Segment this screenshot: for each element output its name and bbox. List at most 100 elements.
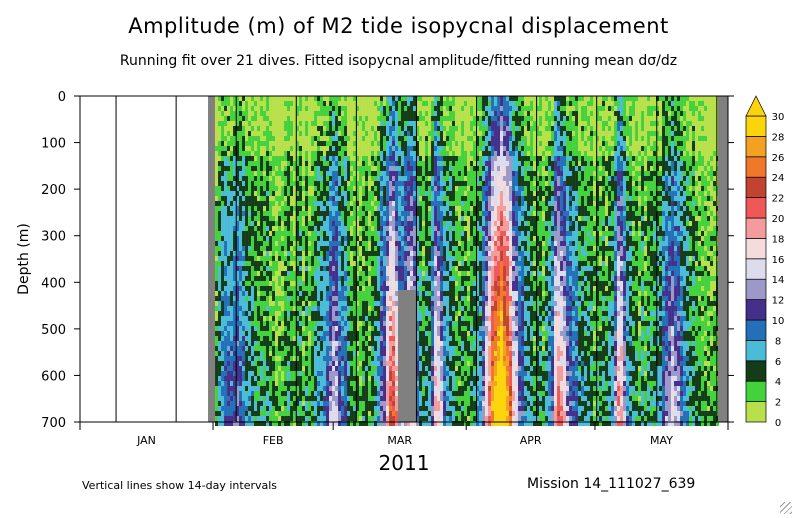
heatmap-cell <box>386 191 390 196</box>
heatmap-cell <box>272 186 276 191</box>
heatmap-cell <box>224 136 228 141</box>
heatmap-cell <box>368 296 372 301</box>
heatmap-cell <box>266 401 270 406</box>
heatmap-cell <box>305 421 309 426</box>
heatmap-cell <box>368 101 372 106</box>
heatmap-cell <box>314 306 318 311</box>
heatmap-cell <box>281 341 285 346</box>
heatmap-cell <box>377 331 381 336</box>
heatmap-cell <box>317 266 321 271</box>
heatmap-cell <box>440 101 444 106</box>
heatmap-cell <box>236 136 240 141</box>
heatmap-cell <box>317 186 321 191</box>
heatmap-cell <box>287 176 291 181</box>
heatmap-cell <box>293 371 297 376</box>
heatmap-cell <box>386 141 390 146</box>
heatmap-cell <box>236 406 240 411</box>
heatmap-cell <box>413 236 417 241</box>
heatmap-cell <box>371 101 375 106</box>
heatmap-cell <box>266 421 270 426</box>
heatmap-cell <box>341 276 345 281</box>
heatmap-cell <box>431 186 435 191</box>
heatmap-cell <box>416 156 420 161</box>
heatmap-cell <box>338 401 342 406</box>
heatmap-cell <box>299 176 303 181</box>
heatmap-cell <box>362 116 366 121</box>
heatmap-cell <box>428 176 432 181</box>
heatmap-cell <box>302 216 306 221</box>
heatmap-cell <box>335 401 339 406</box>
heatmap-cell <box>401 216 405 221</box>
heatmap-cell <box>278 236 282 241</box>
heatmap-cell <box>338 271 342 276</box>
heatmap-cell <box>263 256 267 261</box>
heatmap-cell <box>278 156 282 161</box>
heatmap-cell <box>248 301 252 306</box>
heatmap-cell <box>410 131 414 136</box>
heatmap-cell <box>263 116 267 121</box>
heatmap-cell <box>392 186 396 191</box>
heatmap-cell <box>380 116 384 121</box>
heatmap-cell <box>431 391 435 396</box>
heatmap-cell <box>257 196 261 201</box>
heatmap-cell <box>338 216 342 221</box>
heatmap-cell <box>374 371 378 376</box>
heatmap-cell <box>419 391 423 396</box>
heatmap-cell <box>341 341 345 346</box>
heatmap-cell <box>230 286 234 291</box>
heatmap-cell <box>365 281 369 286</box>
heatmap-cell <box>413 251 417 256</box>
heatmap-cell <box>422 146 426 151</box>
heatmap-cell <box>260 226 264 231</box>
heatmap-cell <box>326 311 330 316</box>
heatmap-cell <box>320 331 324 336</box>
heatmap-cell <box>335 111 339 116</box>
heatmap-cell <box>275 266 279 271</box>
heatmap-cell <box>398 126 402 131</box>
heatmap-cell <box>296 121 300 126</box>
heatmap-cell <box>323 116 327 121</box>
heatmap-cell <box>422 131 426 136</box>
heatmap-cell <box>371 321 375 326</box>
heatmap-cell <box>218 406 222 411</box>
heatmap-cell <box>215 141 219 146</box>
heatmap-cell <box>356 156 360 161</box>
heatmap-cell <box>437 126 441 131</box>
heatmap-cell <box>278 221 282 226</box>
heatmap-cell <box>389 291 393 296</box>
heatmap-cell <box>323 296 327 301</box>
heatmap-cell <box>275 261 279 266</box>
heatmap-cell <box>425 366 429 371</box>
heatmap-cell <box>242 296 246 301</box>
heatmap-cell <box>314 191 318 196</box>
heatmap-cell <box>305 346 309 351</box>
heatmap-cell <box>227 201 231 206</box>
heatmap-cell <box>281 416 285 421</box>
heatmap-cell <box>290 301 294 306</box>
heatmap-cell <box>380 226 384 231</box>
heatmap-cell <box>224 206 228 211</box>
heatmap-cell <box>401 241 405 246</box>
heatmap-cell <box>422 391 426 396</box>
heatmap-cell <box>260 316 264 321</box>
heatmap-cell <box>233 331 237 336</box>
heatmap-cell <box>245 221 249 226</box>
heatmap-cell <box>356 216 360 221</box>
heatmap-cell <box>308 231 312 236</box>
heatmap-cell <box>254 171 258 176</box>
heatmap-cell <box>221 131 225 136</box>
heatmap-cell <box>323 306 327 311</box>
heatmap-cell <box>425 231 429 236</box>
heatmap-cell <box>314 166 318 171</box>
heatmap-cell <box>392 351 396 356</box>
heatmap-cell <box>356 226 360 231</box>
heatmap-cell <box>347 336 351 341</box>
heatmap-cell <box>311 356 315 361</box>
heatmap-cell <box>389 226 393 231</box>
heatmap-cell <box>329 186 333 191</box>
heatmap-cell <box>257 236 261 241</box>
heatmap-cell <box>251 276 255 281</box>
heatmap-cell <box>263 101 267 106</box>
heatmap-cell <box>419 381 423 386</box>
heatmap-cell <box>332 246 336 251</box>
